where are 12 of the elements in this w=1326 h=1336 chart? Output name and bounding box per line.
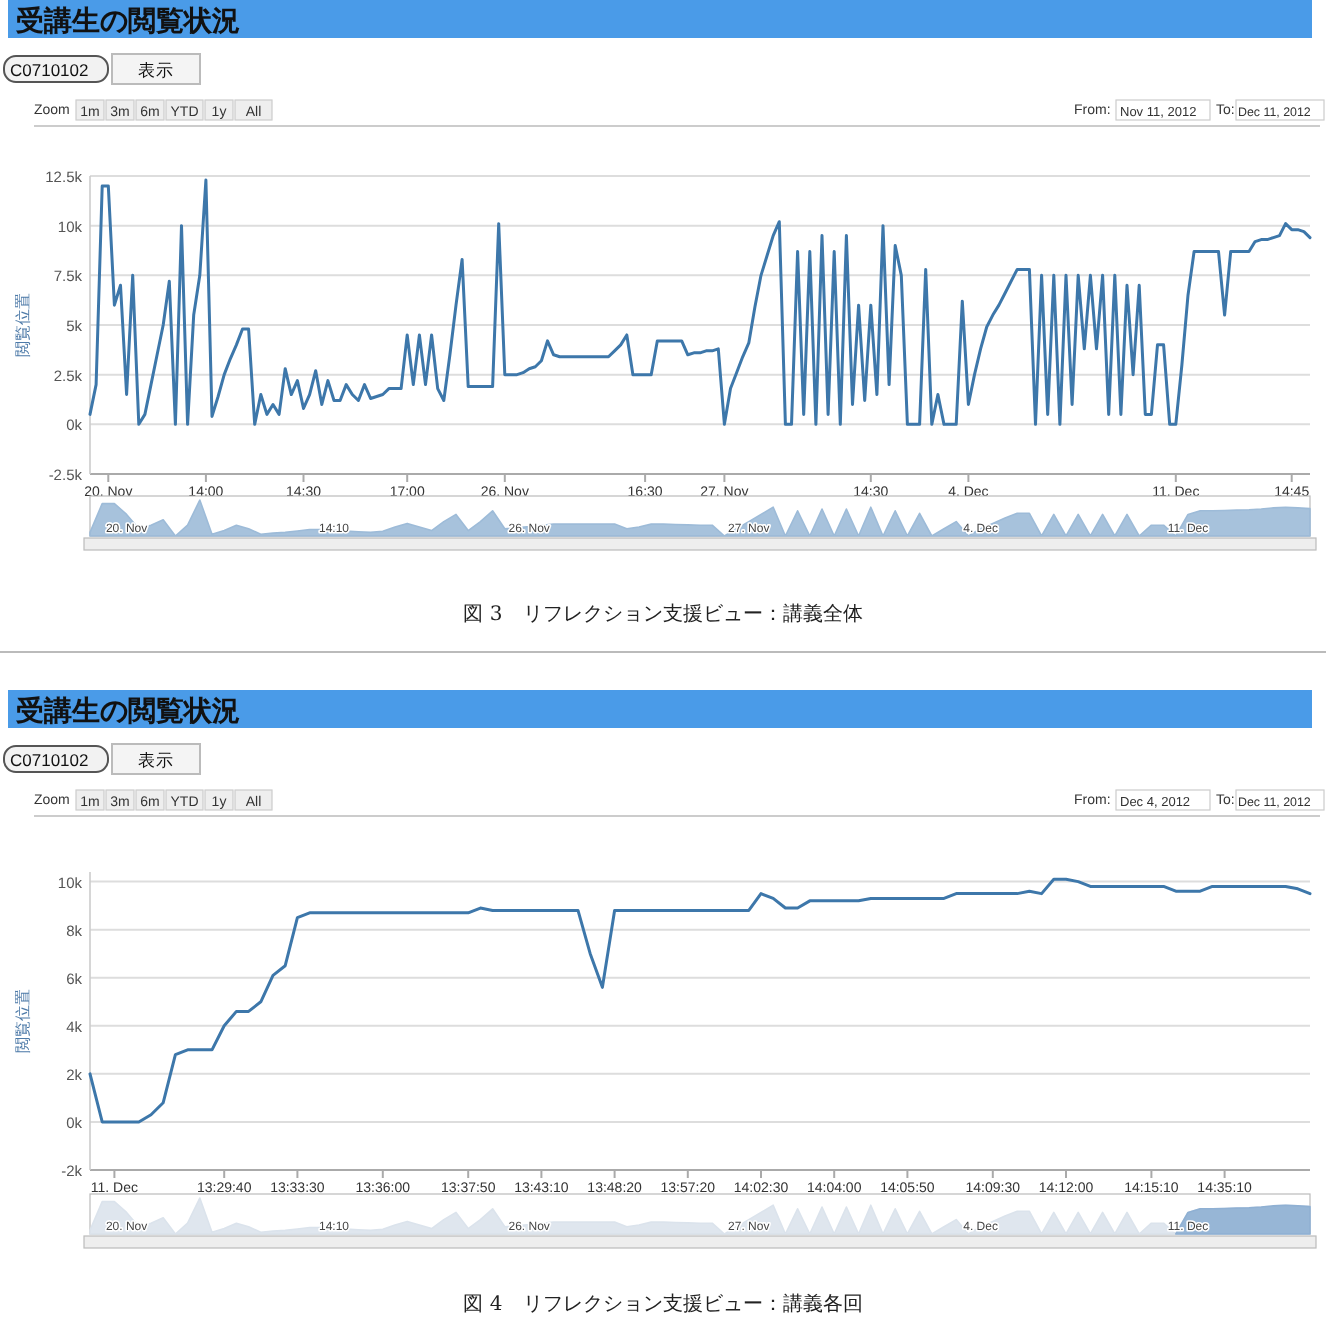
text: C0710102 xyxy=(10,60,89,80)
y-axis-title: 閲覧位置 xyxy=(14,293,32,357)
text: 表示 xyxy=(138,750,174,770)
caption: 図 4 リフレクション支援ビュー：講義各回 xyxy=(463,1292,863,1316)
y-axis-title: 閲覧位置 xyxy=(14,989,32,1053)
chart-title: 受講生の閲覧状況 xyxy=(14,694,240,726)
text: C0710102 xyxy=(10,750,89,770)
line-series xyxy=(88,877,1312,1124)
chart-title: 受講生の閲覧状況 xyxy=(14,4,240,36)
caption: 図 3 リフレクション支援ビュー：講義全体 xyxy=(463,602,863,626)
line-series xyxy=(88,178,1312,426)
text: 表示 xyxy=(138,60,174,80)
